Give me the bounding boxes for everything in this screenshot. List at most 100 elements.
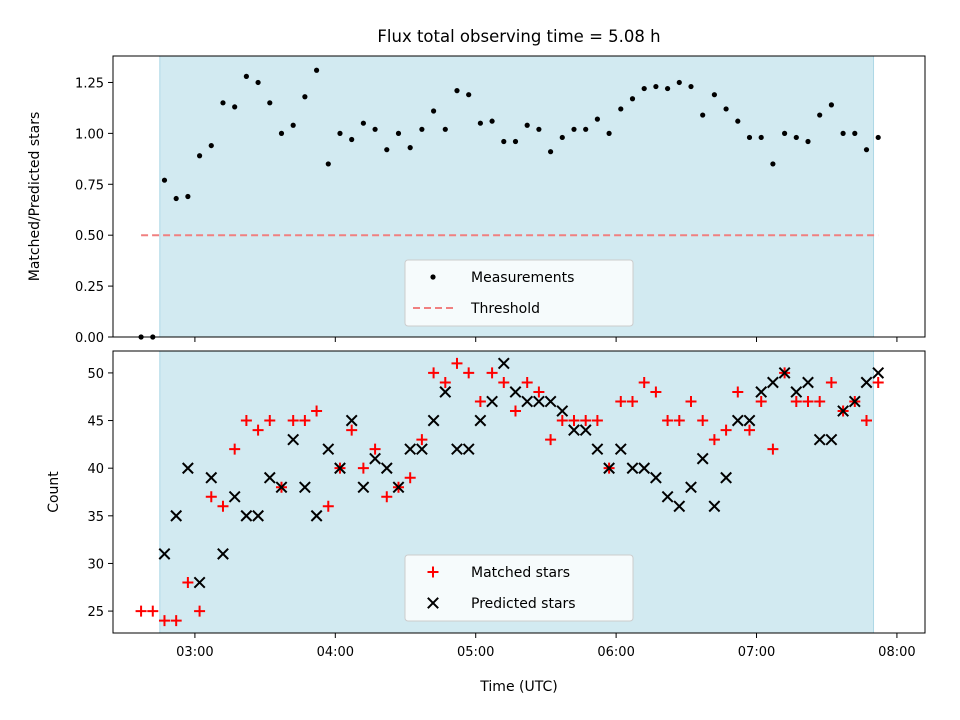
measurements-point [793, 134, 799, 141]
measurements-point [185, 193, 191, 200]
predicted-stars-marker [661, 490, 674, 503]
legend-box [404, 554, 634, 622]
legend-matched-stars-swatch [427, 566, 439, 578]
measurements-point [735, 118, 741, 124]
predicted-stars-marker [509, 386, 522, 398]
matched-stars-marker [568, 415, 580, 427]
measurements-point [466, 92, 472, 98]
predicted-stars-marker [252, 509, 264, 522]
axes-frame [112, 350, 926, 634]
measurements-point [664, 85, 671, 92]
predicted-stars-marker [848, 395, 861, 408]
matched-stars-marker [486, 367, 498, 379]
matched-stars-marker [650, 386, 662, 398]
predicted-stars-marker [193, 576, 206, 589]
x-axis-label: Time (UTC) [479, 679, 557, 695]
measurements-point [267, 100, 273, 106]
measurements-point [781, 130, 788, 136]
y-tick-label: 40 [87, 462, 104, 477]
predicted-stars-marker [837, 405, 850, 417]
measurements-point [325, 161, 331, 167]
predicted-stars-marker [556, 405, 569, 417]
matched-stars-marker [170, 615, 182, 627]
x-tick-label: 07:00 [738, 645, 775, 660]
predicted-stars-marker [369, 452, 381, 465]
matched-stars-marker [533, 386, 545, 398]
matched-stars-marker [439, 376, 451, 388]
predicted-stars-marker [228, 490, 241, 503]
predicted-stars-marker [474, 414, 487, 427]
predicted-stars-marker [486, 395, 498, 408]
predicted-stars-marker [158, 548, 171, 560]
measurements-point [173, 195, 179, 202]
predicted-stars-marker [298, 481, 311, 494]
x-tick-label: 08:00 [878, 645, 915, 660]
y-tick-label: 0.50 [75, 229, 104, 244]
predicted-stars-marker [813, 433, 826, 446]
measurements-point [700, 112, 706, 118]
predicted-stars-marker [696, 452, 709, 465]
predicted-stars-marker [685, 481, 697, 494]
y-tick-label: 45 [87, 415, 104, 430]
x-tick-label: 06:00 [597, 645, 634, 660]
matched-stars-marker [872, 376, 884, 388]
matched-stars-marker [194, 605, 206, 617]
matched-stars-marker [743, 424, 755, 436]
axes-frame [112, 55, 926, 338]
predicted-stars-marker [404, 443, 417, 456]
matched-stars-marker [346, 424, 358, 436]
predicted-stars-marker [720, 471, 733, 484]
measurements-point [618, 106, 624, 112]
x-tick-label: 04:00 [317, 645, 354, 660]
matched-stars-marker [369, 443, 381, 455]
predicted-stars-marker [334, 462, 346, 475]
matched-stars-marker [287, 415, 299, 427]
matched-stars-marker [240, 415, 252, 427]
matched-stars-marker [802, 395, 814, 407]
predicted-stars-marker [568, 424, 580, 436]
matched-stars-marker [825, 376, 837, 388]
measurements-point [770, 161, 776, 167]
predicted-stars-marker [357, 481, 370, 494]
matched-stars-marker [357, 462, 369, 474]
y-tick-label: 1.25 [75, 76, 104, 91]
matched-stars-marker [252, 424, 264, 436]
matched-stars-marker [626, 395, 638, 407]
predicted-stars-marker [263, 471, 276, 484]
predicted-stars-marker [802, 376, 814, 389]
matched-stars-marker [638, 376, 650, 388]
measurements-point [161, 177, 168, 183]
matched-stars-marker [767, 443, 779, 455]
legend-predicted-stars-label: Predicted stars [471, 596, 576, 612]
predicted-stars-marker [544, 395, 557, 408]
matched-stars-marker [311, 405, 323, 417]
x-tick-label: 05:00 [457, 645, 494, 660]
matched-stars-marker [755, 395, 767, 407]
measurements-point [840, 130, 846, 136]
matched-stars-marker [509, 405, 521, 417]
predicted-stars-marker [462, 443, 475, 456]
matched-stars-marker [580, 415, 592, 427]
matched-stars-marker [299, 415, 311, 427]
matched-stars-marker [217, 500, 229, 512]
predicted-stars-marker [790, 386, 803, 398]
bottom-panel: 25 30 35 40 45 50 03:00 04:00 05:00 06:00 07:00 08:… [46, 350, 926, 695]
matched-stars-marker [814, 395, 826, 407]
predicted-stars-marker [673, 500, 686, 513]
predicted-stars-marker [497, 357, 510, 370]
measurements-point [430, 108, 437, 114]
measurements-point [395, 130, 402, 136]
measurements-point [571, 126, 577, 132]
matched-stars-marker [158, 615, 170, 627]
measurements-point [454, 88, 460, 94]
measurements-point [723, 106, 729, 112]
matched-stars-marker [416, 434, 428, 446]
predicted-stars-marker [708, 500, 721, 513]
measurements-point [372, 126, 378, 132]
y-tick-label: 1.00 [75, 127, 104, 142]
y-axis-label: Matched/Predicted stars [27, 112, 43, 282]
measurements-point [302, 94, 308, 100]
measurements-point [653, 83, 659, 90]
predicted-stars-marker [766, 376, 779, 389]
chart-title: Flux total observing time = 5.08 h [377, 27, 660, 46]
